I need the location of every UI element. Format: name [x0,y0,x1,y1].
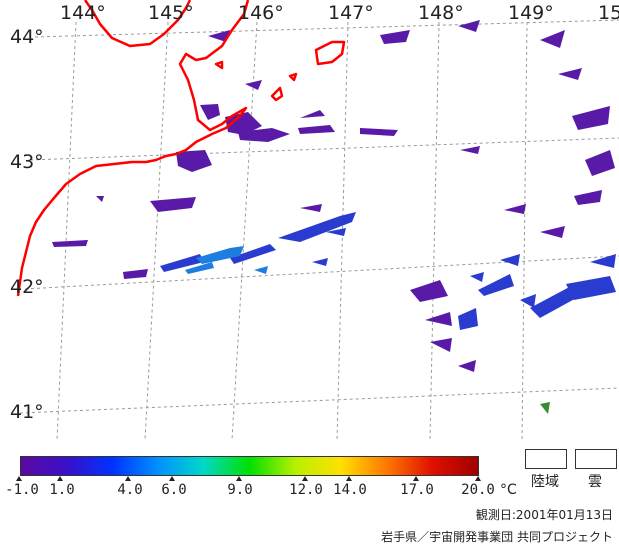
longitude-label-146: 146° [238,2,284,24]
latitude-label-41: 41° [10,401,44,423]
colorbar-tick-label: 20.0 [461,482,495,498]
colorbar-tick-label: 9.0 [227,482,253,498]
land-legend-swatch [525,449,567,469]
colorbar-tick-mark [346,476,352,481]
meridian-149 [521,21,528,440]
colorbar-tick-label: 6.0 [161,482,187,498]
parallel-41 [19,387,619,414]
parallel-43 [29,137,619,161]
meridian-145 [144,21,169,440]
colorbar-tick-label: 12.0 [289,482,323,498]
colorbar-unit-label: °C [500,482,517,498]
parallel-44 [34,19,619,38]
coastline-north [83,0,192,48]
coastline-small-island-1 [270,86,284,102]
colorbar-tick-mark [16,476,22,481]
longitude-label-147: 147° [328,2,374,24]
colorbar-tick-label: 4.0 [117,482,143,498]
sst-mid-patches [160,212,616,330]
colorbar-tick-label: -1.0 [5,482,39,498]
colorbar-tick-label: 1.0 [49,482,75,498]
longitude-label-150: 15 [598,2,619,24]
colorbar-tick-mark [236,476,242,481]
meridian-148 [429,21,440,440]
colorbar-tick-mark [413,476,419,481]
latitude-label-44: 44° [10,26,44,48]
longitude-label-145: 145° [148,2,194,24]
temperature-colorbar [20,456,479,476]
graticule-grid [19,19,619,440]
meridian-146 [231,21,258,440]
observation-date: 観測日:2001年01月13日 [475,508,613,522]
sst-cold-patches [52,20,615,372]
meridian-147 [336,21,349,440]
colorbar-tick-label: 17.0 [400,482,434,498]
coastline-east-hokkaido [16,0,250,297]
colorbar-tick-mark [125,476,131,481]
colorbar-tick-mark [169,476,175,481]
coastline-kuril-island [314,40,346,66]
sst-warm-patches [185,246,268,274]
colorbar-tick-mark [57,476,63,481]
colorbar-tick-mark [302,476,308,481]
cloud-legend-swatch [575,449,617,469]
cloud-legend-label: 雲 [588,474,602,490]
hokkaido-coastline [16,0,346,297]
latitude-label-43: 43° [10,151,44,173]
coastline-small-island-2 [288,72,298,82]
longitude-label-144: 144° [60,2,106,24]
latitude-label-42: 42° [10,276,44,298]
land-legend-label: 陸域 [531,474,559,490]
colorbar-tick-label: 14.0 [333,482,367,498]
sea-surface-temperature-map [16,0,619,440]
sst-patches [52,20,616,414]
longitude-label-149: 149° [508,2,554,24]
sst-land-cloud-edge [540,402,550,414]
longitude-label-148: 148° [418,2,464,24]
coastline-small-island-3 [214,60,224,70]
colorbar-tick-mark [475,476,481,481]
meridian-144 [56,21,77,440]
credit-line: 岩手県／宇宙開発事業団 共同プロジェクト [381,530,613,544]
